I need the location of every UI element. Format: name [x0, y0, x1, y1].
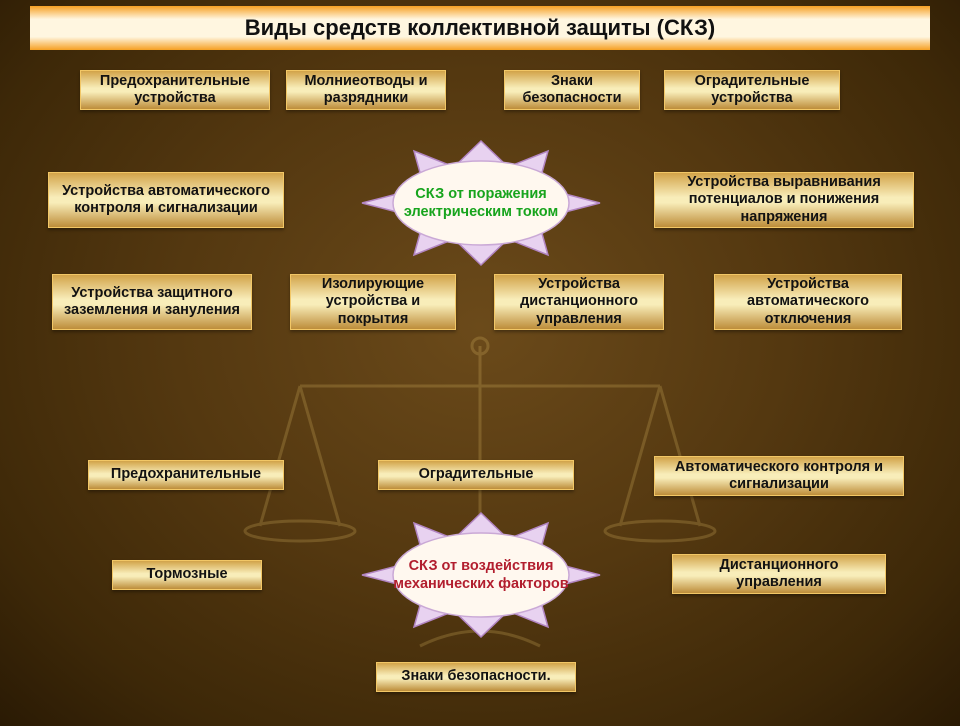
- mechanical-box: Дистанционного управления: [672, 554, 886, 594]
- electric-box: Устройства выравнивания потенциалов и по…: [654, 172, 914, 228]
- center-badge-electric: СКЗ от поражения электрическим током: [358, 139, 604, 267]
- electric-box: Устройства защитного заземления и зануле…: [52, 274, 252, 330]
- box-label: Устройства дистанционного управления: [503, 276, 655, 327]
- electric-box: Предохранительные устройства: [80, 70, 270, 110]
- mechanical-box: Знаки безопасности.: [376, 662, 576, 692]
- page-title-text: Виды средств коллективной защиты (СКЗ): [245, 15, 715, 41]
- box-label: Знаки безопасности.: [401, 668, 550, 685]
- box-label: Изолирующие устройства и покрытия: [299, 276, 447, 327]
- box-label: Автоматического контроля и сигнализации: [663, 459, 895, 493]
- mechanical-box: Автоматического контроля и сигнализации: [654, 456, 904, 496]
- box-label: Устройства выравнивания потенциалов и по…: [663, 174, 905, 225]
- box-label: Предохранительные устройства: [89, 73, 261, 107]
- center-badge-mechanical-label: СКЗ от воздействия механических факторов: [358, 557, 604, 593]
- box-label: Предохранительные: [111, 466, 261, 483]
- electric-box: Знаки безопасности: [504, 70, 640, 110]
- box-label: Оградительные устройства: [673, 73, 831, 107]
- electric-box: Изолирующие устройства и покрытия: [290, 274, 456, 330]
- electric-box: Молниеотводы и разрядники: [286, 70, 446, 110]
- electric-box: Устройства автоматического отключения: [714, 274, 902, 330]
- box-label: Устройства автоматического отключения: [723, 276, 893, 327]
- box-label: Оградительные: [419, 466, 534, 483]
- box-label: Молниеотводы и разрядники: [295, 73, 437, 107]
- page-title: Виды средств коллективной защиты (СКЗ): [30, 6, 930, 50]
- mechanical-box: Оградительные: [378, 460, 574, 490]
- box-label: Знаки безопасности: [513, 73, 631, 107]
- mechanical-box: Тормозные: [112, 560, 262, 590]
- box-label: Дистанционного управления: [681, 557, 877, 591]
- box-label: Устройства автоматического контроля и си…: [57, 183, 275, 217]
- box-label: Тормозные: [146, 566, 227, 583]
- electric-box: Устройства автоматического контроля и си…: [48, 172, 284, 228]
- center-badge-mechanical: СКЗ от воздействия механических факторов: [358, 511, 604, 639]
- box-label: Устройства защитного заземления и зануле…: [61, 285, 243, 319]
- electric-box: Устройства дистанционного управления: [494, 274, 664, 330]
- mechanical-box: Предохранительные: [88, 460, 284, 490]
- electric-box: Оградительные устройства: [664, 70, 840, 110]
- center-badge-electric-label: СКЗ от поражения электрическим током: [358, 185, 604, 221]
